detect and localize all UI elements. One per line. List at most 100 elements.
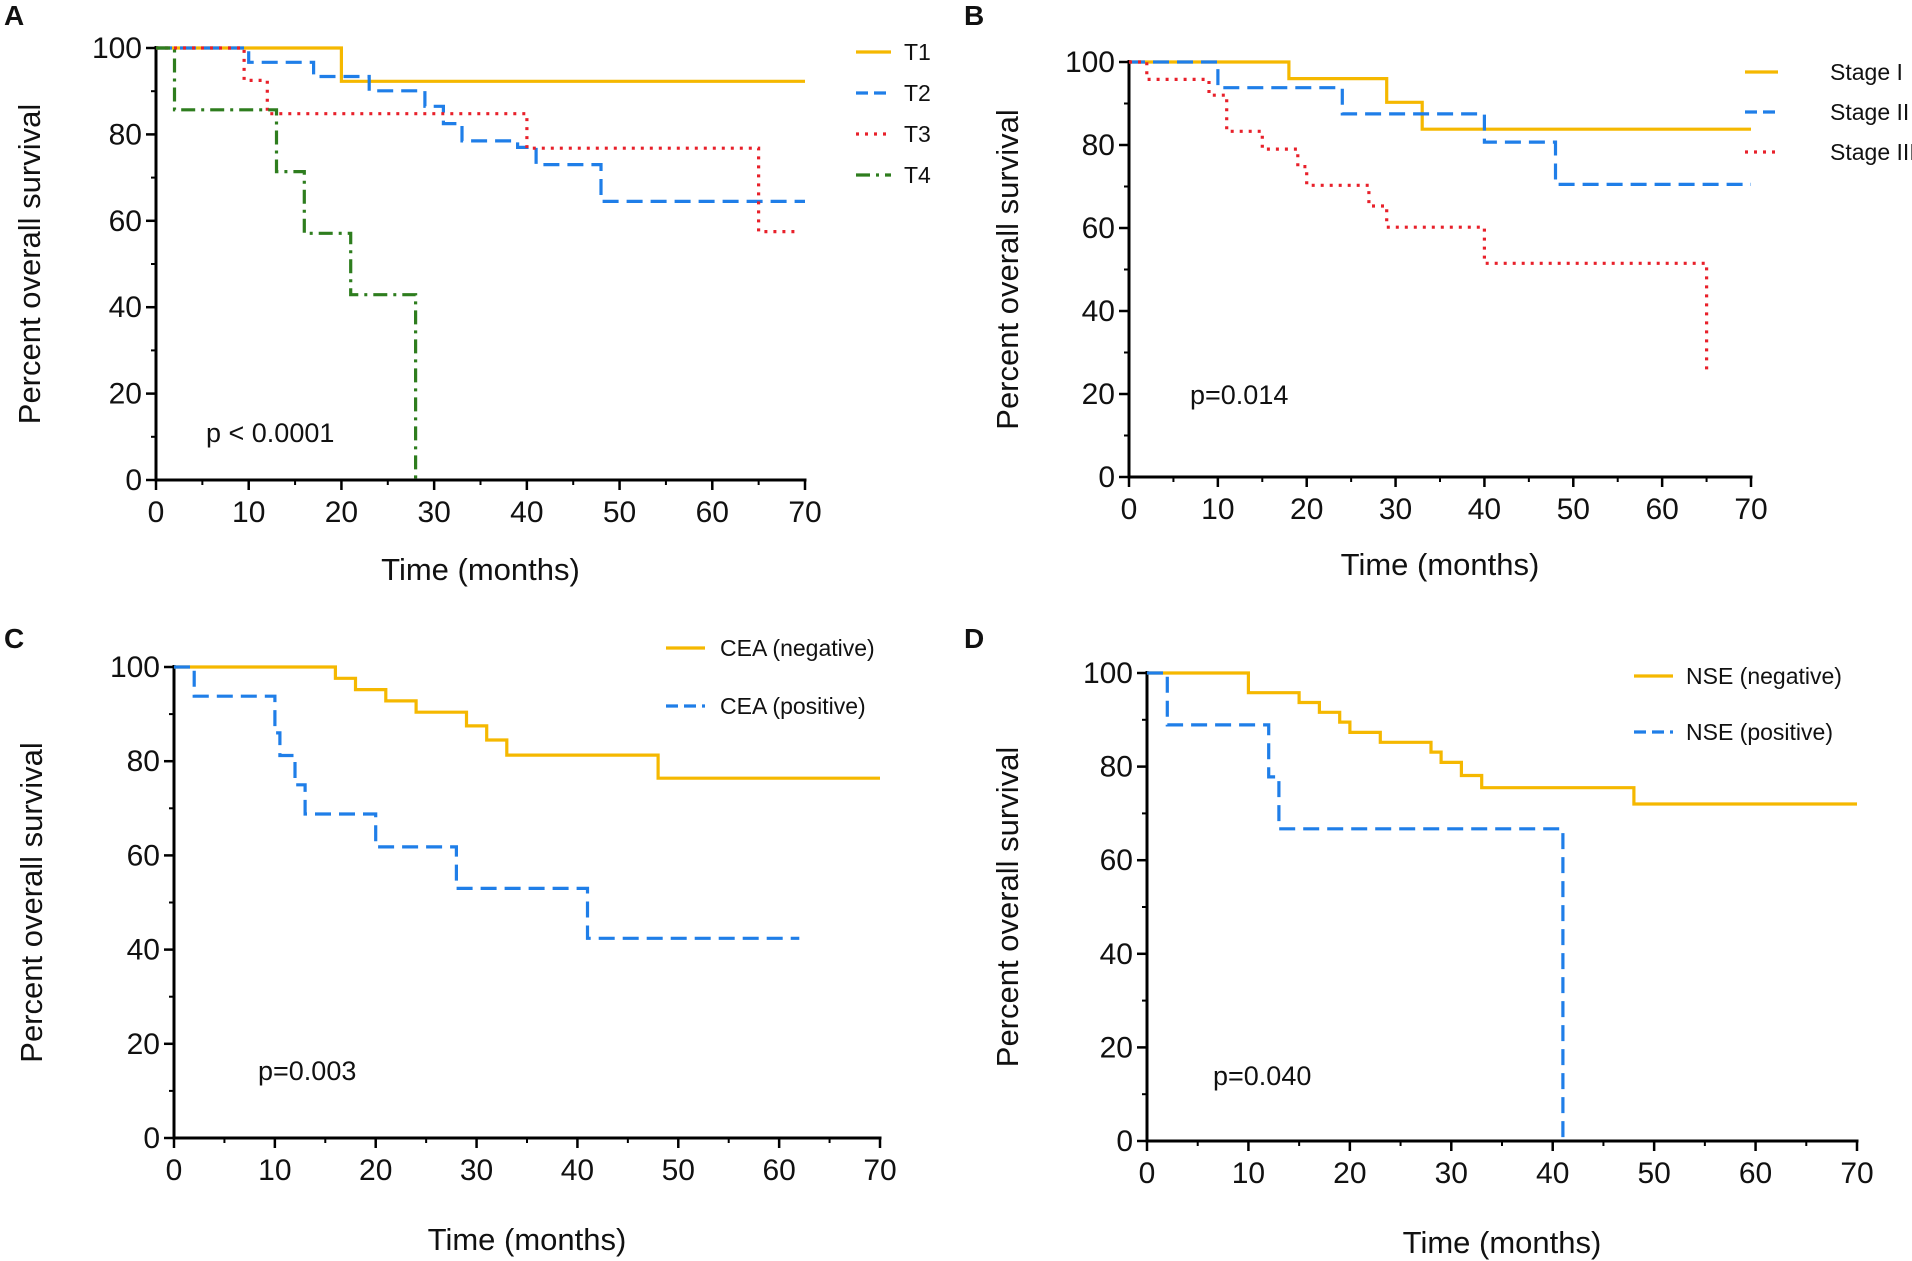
panel-c-x-tick-label: 70 bbox=[863, 1154, 896, 1187]
panel-d-x-tick-label: 20 bbox=[1333, 1157, 1366, 1190]
panel-a-legend-label: T3 bbox=[904, 121, 931, 147]
panel-b-p-value: p=0.014 bbox=[1190, 380, 1288, 410]
panel-c: C 0 20 40 60 80 100 0 10 20 30 40 50 60 70 Time (months… bbox=[4, 623, 897, 1257]
panel-b-y-tick-label: 100 bbox=[1065, 46, 1115, 79]
panel-b-y-tick-label: 20 bbox=[1082, 378, 1115, 411]
panel-a-y-tick-label: 60 bbox=[109, 205, 142, 238]
panel-d-p-value: p=0.040 bbox=[1213, 1061, 1311, 1091]
panel-d-x-tick-label: 30 bbox=[1435, 1157, 1468, 1190]
panel-b-letter: B bbox=[964, 0, 984, 31]
panel-a-p-value: p < 0.0001 bbox=[206, 418, 334, 448]
panel-a: A 0 20 40 60 80 100 0 10 20 30 40 50 60 70 Time (months… bbox=[4, 0, 931, 587]
panel-b-x-axis-title: Time (months) bbox=[1341, 547, 1540, 582]
panel-b-series-stage-i bbox=[1129, 60, 1751, 131]
panel-b-y-tick-label: 60 bbox=[1082, 212, 1115, 245]
panel-a-letter: A bbox=[4, 0, 24, 31]
panel-d-y-tick-label: 40 bbox=[1100, 938, 1133, 971]
panel-d-y-tick-label: 20 bbox=[1100, 1031, 1133, 1064]
panel-a-y-tick-label: 20 bbox=[109, 378, 142, 411]
panel-c-x-tick-label: 0 bbox=[166, 1154, 183, 1187]
panel-a-x-tick-label: 60 bbox=[696, 496, 729, 529]
panel-b-x-tick-label: 50 bbox=[1557, 493, 1590, 526]
panel-a-x-tick-label: 0 bbox=[148, 496, 165, 529]
panel-b-x-tick-label: 40 bbox=[1468, 493, 1501, 526]
panel-c-letter: C bbox=[4, 623, 24, 654]
panel-c-series-cea-negative bbox=[174, 665, 880, 780]
panel-b-legend-label: Stage III bbox=[1830, 139, 1912, 165]
panel-c-legend-label: CEA (positive) bbox=[720, 693, 866, 719]
panel-c-y-axis-title: Percent overall survival bbox=[14, 742, 49, 1062]
panel-c-x-tick-label: 60 bbox=[762, 1154, 795, 1187]
panel-d-y-axis-title: Percent overall survival bbox=[990, 747, 1025, 1067]
panel-a-x-tick-label: 70 bbox=[788, 496, 821, 529]
panel-b-legend-label: Stage II bbox=[1830, 99, 1909, 125]
panel-d-series-nse-positive bbox=[1147, 671, 1565, 1141]
panel-c-legend: CEA (negative) CEA (positive) bbox=[666, 635, 875, 719]
panel-c-legend-label: CEA (negative) bbox=[720, 635, 875, 661]
panel-a-legend: T1 T2 T3 T4 bbox=[856, 39, 931, 188]
panel-b-x-tick-label: 10 bbox=[1201, 493, 1234, 526]
panel-b-x-tick-label: 60 bbox=[1645, 493, 1678, 526]
panel-a-y-tick-label: 0 bbox=[125, 464, 142, 497]
panel-d-y-tick-label: 80 bbox=[1100, 751, 1133, 784]
panel-a-x-tick-label: 30 bbox=[417, 496, 450, 529]
panel-d-y-tick-label: 0 bbox=[1116, 1125, 1133, 1158]
panel-a-legend-label: T2 bbox=[904, 80, 931, 106]
panel-a-series-t3 bbox=[156, 46, 796, 234]
panel-c-x-tick-label: 10 bbox=[258, 1154, 291, 1187]
panel-a-x-tick-label: 20 bbox=[325, 496, 358, 529]
panel-d-y-tick-label: 100 bbox=[1083, 657, 1133, 690]
panel-c-y-tick-label: 100 bbox=[110, 651, 160, 684]
panel-d-legend-label: NSE (negative) bbox=[1686, 663, 1842, 689]
panel-a-x-tick-label: 40 bbox=[510, 496, 543, 529]
panel-d-x-tick-label: 10 bbox=[1232, 1157, 1265, 1190]
panel-d-x-tick-label: 70 bbox=[1840, 1157, 1873, 1190]
panel-c-y-tick-label: 80 bbox=[127, 745, 160, 778]
panel-c-y-tick-label: 60 bbox=[127, 839, 160, 872]
panel-a-series-t4 bbox=[156, 46, 418, 480]
panel-c-y-tick-label: 40 bbox=[127, 934, 160, 967]
panel-b-x-tick-label: 30 bbox=[1379, 493, 1412, 526]
panel-c-y-tick-label: 20 bbox=[127, 1028, 160, 1061]
panel-a-legend-label: T4 bbox=[904, 162, 931, 188]
panel-c-y-tick-label: 0 bbox=[143, 1122, 160, 1155]
panel-a-y-axis-title: Percent overall survival bbox=[12, 104, 47, 424]
panel-b-legend-label: Stage I bbox=[1830, 59, 1903, 85]
panel-a-x-tick-label: 10 bbox=[232, 496, 265, 529]
panel-a-x-tick-label: 50 bbox=[603, 496, 636, 529]
panel-c-p-value: p=0.003 bbox=[258, 1056, 356, 1086]
panel-a-series-t1 bbox=[156, 46, 805, 83]
panel-d: D 0 20 40 60 80 100 0 10 20 30 40 50 60 70 Time (months… bbox=[964, 623, 1874, 1260]
panel-a-y-tick-label: 80 bbox=[109, 118, 142, 151]
panel-c-x-tick-label: 20 bbox=[359, 1154, 392, 1187]
panel-d-x-tick-label: 40 bbox=[1536, 1157, 1569, 1190]
panel-c-x-tick-label: 30 bbox=[460, 1154, 493, 1187]
panel-d-letter: D bbox=[964, 623, 984, 654]
panel-d-x-tick-label: 50 bbox=[1637, 1157, 1670, 1190]
panel-b-y-tick-label: 40 bbox=[1082, 295, 1115, 328]
panel-c-x-tick-label: 50 bbox=[662, 1154, 695, 1187]
panel-b-x-tick-label: 0 bbox=[1121, 493, 1138, 526]
panel-b-x-tick-label: 20 bbox=[1290, 493, 1323, 526]
panel-b-series-stage-iii bbox=[1129, 60, 1709, 370]
panel-d-x-tick-label: 0 bbox=[1139, 1157, 1156, 1190]
panel-b-legend: Stage I Stage II Stage III bbox=[1745, 59, 1912, 165]
panel-d-y-tick-label: 60 bbox=[1100, 844, 1133, 877]
panel-c-x-axis-title: Time (months) bbox=[428, 1222, 627, 1257]
panel-a-y-tick-label: 100 bbox=[92, 32, 142, 65]
panel-a-legend-label: T1 bbox=[904, 39, 931, 65]
panel-b-x-tick-label: 70 bbox=[1734, 493, 1767, 526]
panel-a-x-axis-title: Time (months) bbox=[381, 552, 580, 587]
panel-d-legend: NSE (negative) NSE (positive) bbox=[1634, 663, 1842, 745]
panel-d-x-axis-title: Time (months) bbox=[1403, 1225, 1602, 1260]
panel-d-legend-label: NSE (positive) bbox=[1686, 719, 1833, 745]
panel-d-x-tick-label: 60 bbox=[1739, 1157, 1772, 1190]
panel-b-y-tick-label: 80 bbox=[1082, 129, 1115, 162]
panel-c-x-tick-label: 40 bbox=[561, 1154, 594, 1187]
panel-b-series-stage-ii bbox=[1129, 60, 1751, 186]
panel-a-y-tick-label: 40 bbox=[109, 291, 142, 324]
panel-c-series-cea-positive bbox=[174, 665, 800, 940]
panel-a-series-t2 bbox=[156, 46, 805, 203]
